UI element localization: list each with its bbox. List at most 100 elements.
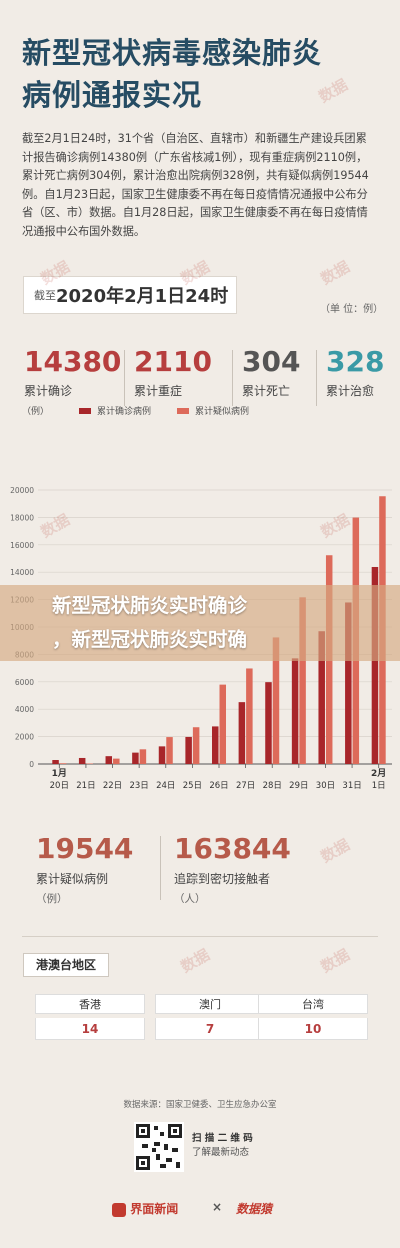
jiemian-icon xyxy=(112,1202,126,1217)
bar-suspected xyxy=(272,637,280,764)
x-tick-label: 31日 xyxy=(342,781,361,791)
x-tick-label: 21日 xyxy=(76,781,95,791)
date-prefix: 截至 xyxy=(34,289,56,302)
y-tick-label: 20000 xyxy=(10,486,34,495)
region-title: 港澳台地区 xyxy=(24,954,108,976)
divider xyxy=(22,936,378,937)
region-value: 7 xyxy=(155,1018,265,1040)
y-tick-label: 2000 xyxy=(15,733,34,742)
x-tick-label: 20日 xyxy=(50,781,69,791)
bar-suspected xyxy=(299,597,306,764)
brand-name-1: 界面新闻 xyxy=(130,1202,179,1216)
brand-logo-datayuan: 数据猿 xyxy=(236,1202,273,1216)
brand-logo-jiemian: 界面新闻 xyxy=(112,1200,178,1217)
page-title: 新型冠状病毒感染肺炎 病例通报实况 xyxy=(22,32,322,116)
stat-label: 累计治愈 xyxy=(326,384,375,398)
x-tick-label: 1日 xyxy=(372,781,386,791)
bar-confirmed xyxy=(158,746,166,764)
stat-value: 304 xyxy=(242,345,301,378)
scan-hint: 扫 描 二 维 码 了解最新动态 xyxy=(192,1132,253,1160)
watermark: 数据 xyxy=(317,835,353,867)
unit-label: （单 位：例） xyxy=(320,304,384,315)
bar-confirmed xyxy=(78,757,86,764)
brand-separator: × xyxy=(212,1200,223,1214)
date-box: 截至 2020年2月1日24时 xyxy=(24,277,236,313)
bar-confirmed xyxy=(185,736,192,764)
month-label-start: 1月 xyxy=(52,768,67,779)
chart-legend: （例） 累计确诊病例 累计疑似病例 xyxy=(22,404,249,417)
banner-line-1: 新型冠状肺炎实时确诊 xyxy=(52,594,248,617)
region-hongkong: 香港 14 xyxy=(35,994,145,1040)
watermark: 数据 xyxy=(317,945,353,977)
divider xyxy=(232,350,233,406)
suspected-unit: （例） xyxy=(36,893,68,905)
stat-confirmed: 14380 累计确诊 xyxy=(24,346,121,399)
stat-label: 累计死亡 xyxy=(242,384,291,398)
watermark: 数据 xyxy=(317,257,353,289)
bar-confirmed xyxy=(238,702,246,764)
scan-line-1: 扫 描 二 维 码 xyxy=(192,1133,253,1144)
region-name: 香港 xyxy=(35,994,145,1014)
divider xyxy=(316,350,317,406)
stat-recovered: 328 累计治愈 xyxy=(326,346,384,399)
bar-suspected xyxy=(59,763,67,764)
y-tick-label: 14000 xyxy=(10,568,34,577)
divider xyxy=(124,350,125,406)
x-tick-label: 29日 xyxy=(289,781,308,791)
stat-deaths: 304 累计死亡 xyxy=(242,346,300,399)
x-tick-label: 22日 xyxy=(103,781,122,791)
stat-value: 2110 xyxy=(134,345,212,378)
bar-suspected xyxy=(219,684,226,764)
legend-label-suspected: 累计疑似病例 xyxy=(195,407,250,417)
bar-suspected xyxy=(86,763,93,764)
contacts-unit: （人） xyxy=(174,893,206,905)
x-tick-label: 26日 xyxy=(209,781,228,791)
suspected-block: 19544 累计疑似病例 （例） xyxy=(36,834,133,906)
suspected-label: 累计疑似病例 xyxy=(36,872,109,886)
bar-confirmed xyxy=(132,752,139,764)
region-value: 14 xyxy=(35,1018,145,1040)
banner-line-2: ，新型冠状肺炎实时确 xyxy=(52,628,248,651)
region-macau: 澳门 7 xyxy=(155,994,265,1040)
stat-value: 14380 xyxy=(24,345,122,378)
intro-paragraph: 截至2月1日24时，31个省（自治区、直辖市）和新疆生产建设兵团累计报告确诊病例… xyxy=(22,132,369,238)
stat-label: 累计确诊 xyxy=(24,384,73,398)
title-line-2: 病例通报实况 xyxy=(22,78,203,112)
bar-confirmed xyxy=(212,726,219,764)
bar-suspected xyxy=(246,668,253,764)
region-taiwan: 台湾 10 xyxy=(258,994,368,1040)
date-value: 2020年2月1日24时 xyxy=(56,286,229,307)
legend-label-confirmed: 累计确诊病例 xyxy=(97,407,152,417)
bar-suspected xyxy=(113,758,120,764)
x-tick-label: 27日 xyxy=(236,781,255,791)
legend-unit: （例） xyxy=(22,407,50,417)
legend-swatch-suspected xyxy=(177,407,190,414)
stat-value: 328 xyxy=(326,345,385,378)
scan-line-2: 了解最新动态 xyxy=(192,1147,250,1158)
stat-severe: 2110 累计重症 xyxy=(134,346,212,399)
bar-confirmed xyxy=(371,566,379,764)
overlay-banner: 新型冠状肺炎实时确诊 ，新型冠状肺炎实时确 xyxy=(0,585,400,661)
suspected-value: 19544 xyxy=(36,832,134,865)
title-line-1: 新型冠状病毒感染肺炎 xyxy=(22,36,323,70)
bar-confirmed xyxy=(345,602,352,764)
bar-suspected xyxy=(166,737,173,764)
y-tick-label: 18000 xyxy=(10,513,34,522)
stat-label: 累计重症 xyxy=(134,384,183,398)
region-name: 澳门 xyxy=(155,994,265,1014)
month-label-end: 2月 xyxy=(371,768,386,779)
contacts-label: 追踪到密切接触者 xyxy=(174,872,271,886)
x-tick-label: 23日 xyxy=(129,781,148,791)
bar-suspected xyxy=(192,727,200,764)
x-tick-label: 25日 xyxy=(183,781,202,791)
bar-confirmed xyxy=(265,682,272,764)
watermark: 数据 xyxy=(177,945,213,977)
divider xyxy=(160,836,161,900)
contacts-block: 163844 追踪到密切接触者 （人） xyxy=(174,834,291,906)
region-name: 台湾 xyxy=(258,994,368,1014)
data-source: 数据来源：国家卫健委、卫生应急办公室 xyxy=(123,1100,277,1110)
bar-confirmed xyxy=(52,760,59,764)
y-tick-label: 0 xyxy=(29,760,34,769)
region-value: 10 xyxy=(258,1018,368,1040)
x-tick-label: 24日 xyxy=(156,781,175,791)
